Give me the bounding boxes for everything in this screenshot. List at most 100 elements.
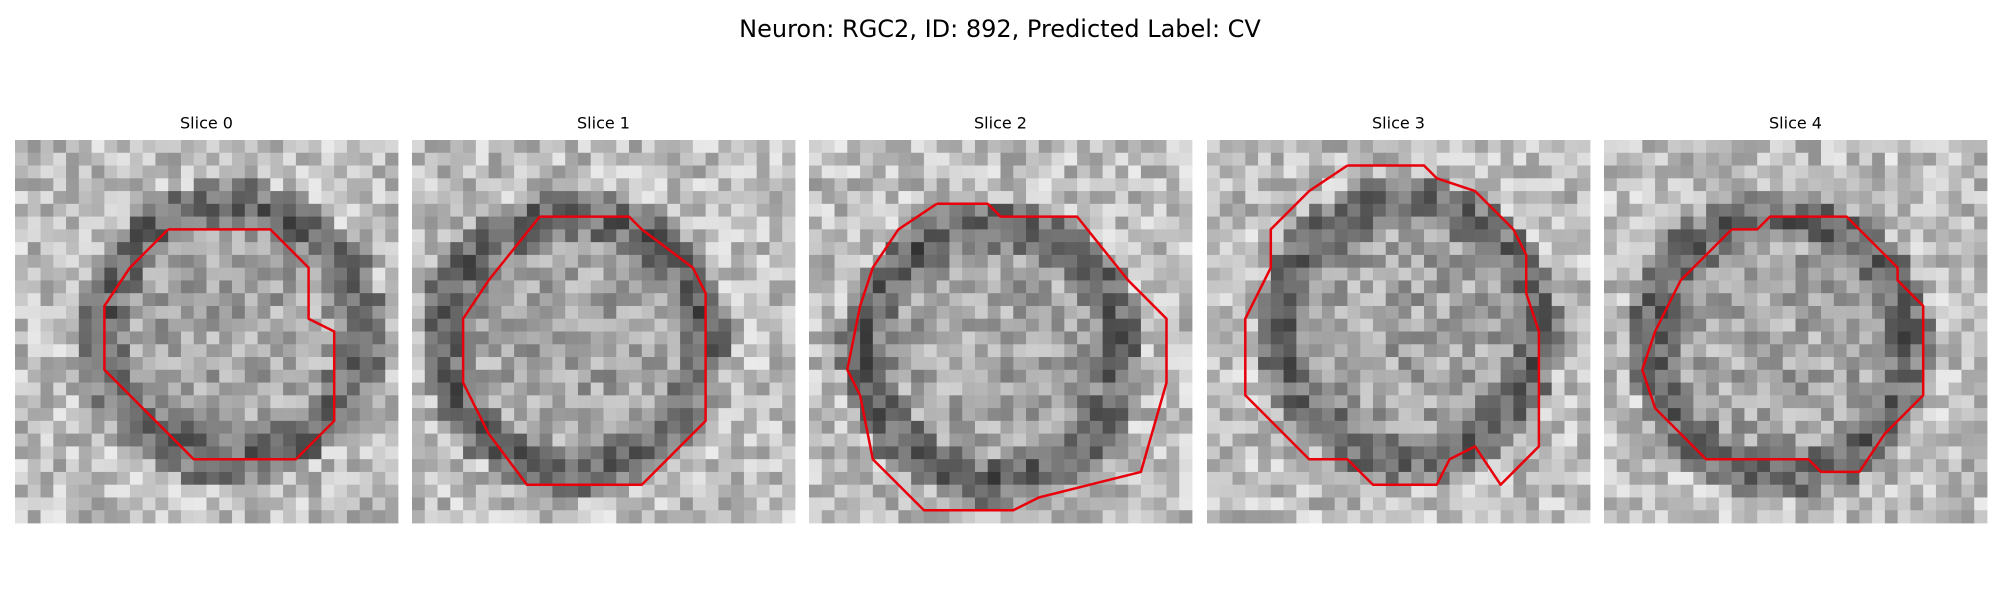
pixel bbox=[1872, 369, 1886, 383]
panel-title: Slice 1 bbox=[577, 114, 630, 133]
pixel bbox=[193, 267, 207, 281]
pixel bbox=[1270, 178, 1284, 192]
pixel bbox=[1910, 497, 1924, 511]
pixel bbox=[718, 178, 732, 192]
pixel bbox=[809, 331, 823, 345]
pixel bbox=[1961, 216, 1975, 230]
pixel bbox=[1513, 318, 1527, 332]
pixel bbox=[731, 318, 745, 332]
pixel bbox=[1038, 152, 1052, 166]
pixel bbox=[949, 152, 963, 166]
pixel bbox=[1731, 497, 1745, 511]
pixel bbox=[308, 484, 322, 498]
pixel bbox=[667, 267, 681, 281]
pixel bbox=[514, 344, 528, 358]
pixel bbox=[91, 382, 105, 396]
pixel bbox=[885, 510, 899, 524]
pixel bbox=[1564, 433, 1578, 447]
pixel bbox=[1140, 254, 1155, 269]
pixel bbox=[1616, 446, 1630, 460]
pixel bbox=[1207, 305, 1221, 320]
pixel bbox=[1089, 293, 1104, 307]
pixel bbox=[1296, 408, 1310, 422]
pixel bbox=[334, 140, 348, 154]
pixel bbox=[475, 484, 489, 498]
pixel bbox=[117, 408, 131, 422]
pixel bbox=[847, 369, 861, 383]
pixel bbox=[1232, 254, 1246, 269]
pixel bbox=[1232, 395, 1246, 409]
pixel bbox=[616, 471, 630, 486]
pixel bbox=[1270, 471, 1284, 486]
pixel bbox=[308, 152, 322, 166]
pixel bbox=[295, 382, 310, 396]
pixel bbox=[1808, 203, 1822, 217]
pixel bbox=[1424, 408, 1438, 422]
pixel bbox=[1808, 293, 1822, 307]
pixel bbox=[731, 178, 745, 192]
pixel bbox=[232, 408, 246, 422]
pixel bbox=[552, 242, 566, 256]
pixel bbox=[168, 267, 182, 281]
pixel bbox=[1179, 459, 1193, 473]
pixel bbox=[987, 267, 1001, 281]
pixel bbox=[1923, 254, 1937, 269]
pixel bbox=[219, 357, 233, 371]
pixel bbox=[654, 165, 668, 179]
pixel bbox=[1487, 152, 1502, 166]
pixel bbox=[1372, 446, 1387, 460]
pixel bbox=[91, 357, 105, 371]
pixel bbox=[1102, 318, 1116, 332]
pixel bbox=[1833, 433, 1847, 447]
pixel bbox=[1731, 420, 1745, 435]
pixel bbox=[308, 446, 322, 460]
pixel bbox=[117, 433, 131, 447]
pixel bbox=[1616, 254, 1630, 269]
pixel bbox=[1769, 497, 1784, 511]
pixel bbox=[1232, 471, 1246, 486]
pixel bbox=[346, 152, 361, 166]
pixel bbox=[257, 203, 271, 217]
pixel bbox=[1655, 152, 1669, 166]
pixel bbox=[1140, 191, 1155, 205]
pixel bbox=[756, 497, 770, 511]
pixel bbox=[424, 242, 438, 256]
pixel bbox=[283, 293, 297, 307]
pixel bbox=[1179, 497, 1193, 511]
pixel bbox=[1398, 357, 1412, 371]
pixel bbox=[257, 357, 271, 371]
pixel bbox=[1309, 510, 1323, 524]
pixel bbox=[1821, 459, 1835, 473]
pixel bbox=[437, 280, 451, 294]
pixel bbox=[1436, 344, 1450, 358]
pixel bbox=[1153, 510, 1167, 524]
pixel bbox=[590, 484, 604, 498]
pixel bbox=[295, 203, 310, 217]
pixel bbox=[257, 510, 271, 524]
pixel bbox=[577, 408, 592, 422]
pixel bbox=[1334, 497, 1348, 511]
pixel bbox=[526, 446, 541, 460]
pixel bbox=[552, 357, 566, 371]
pixel bbox=[15, 267, 29, 281]
pixel bbox=[898, 433, 912, 447]
pixel bbox=[359, 471, 373, 486]
pixel bbox=[1706, 357, 1720, 371]
pixel bbox=[949, 165, 963, 179]
pixel bbox=[860, 318, 874, 332]
pixel bbox=[872, 305, 886, 320]
pixel bbox=[1604, 293, 1618, 307]
pixel bbox=[1910, 382, 1924, 396]
pixel bbox=[641, 267, 655, 281]
pixel bbox=[450, 178, 464, 192]
pixel bbox=[1577, 293, 1591, 307]
pixel bbox=[1051, 420, 1065, 435]
pixel bbox=[334, 344, 348, 358]
pixel bbox=[168, 344, 182, 358]
pixel bbox=[514, 165, 528, 179]
pixel bbox=[1077, 203, 1091, 217]
pixel bbox=[872, 178, 886, 192]
pixel bbox=[1077, 254, 1091, 269]
pixel bbox=[168, 254, 182, 269]
pixel bbox=[219, 165, 233, 179]
